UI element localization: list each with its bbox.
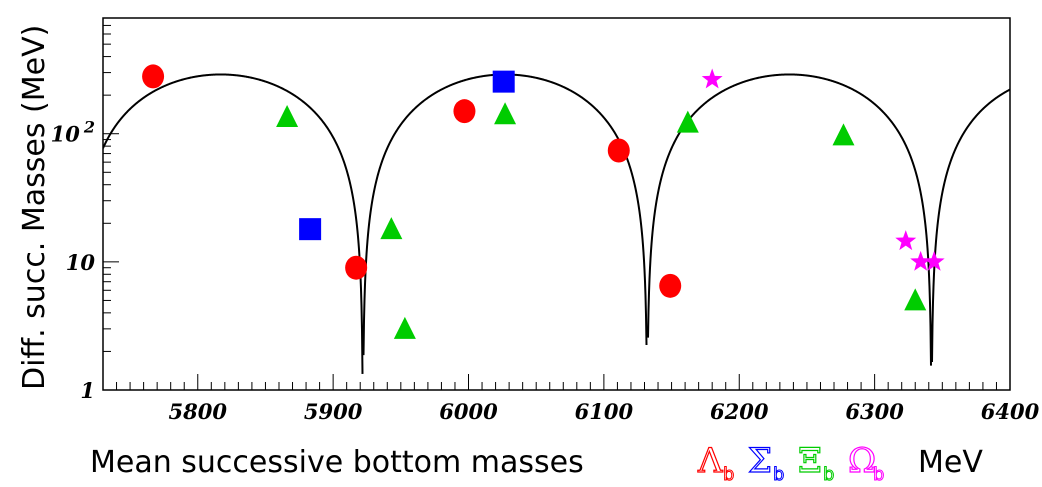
x-axis-title: Mean successive bottom masses (90, 445, 584, 480)
x-tick-label: 6000 (439, 399, 498, 424)
x-tick-label: 6100 (575, 399, 634, 424)
x-tick-label: 6200 (710, 399, 769, 424)
data-point-circle (142, 64, 164, 88)
legend-subscript: b (773, 464, 784, 485)
x-axis-unit: MeV (918, 445, 983, 480)
y-tick-labels: 1 10 10 2 (51, 118, 96, 403)
data-point-circle (453, 99, 475, 123)
data-point-triangle (904, 288, 926, 310)
curve-layer (103, 74, 1010, 373)
data-point-circle (608, 138, 630, 162)
x-tick-label: 5900 (304, 399, 363, 424)
data-point-triangle (276, 105, 298, 127)
legend-subscript: b (873, 464, 884, 485)
data-point-star (895, 230, 916, 250)
y-tick-label: 1 (80, 378, 95, 403)
data-point-star (702, 68, 723, 88)
data-point-triangle (832, 123, 854, 145)
legend-subscript: b (823, 464, 834, 485)
model-curve (103, 74, 1010, 373)
data-point-triangle (677, 111, 699, 133)
x-tick-label: 6400 (981, 399, 1040, 424)
y-tick-label: 10 (66, 250, 96, 275)
data-point-triangle (380, 217, 402, 239)
data-point-circle (345, 256, 367, 280)
legend-subscript: b (723, 464, 734, 485)
legend-symbol: Ξ (798, 441, 822, 481)
x-tick-labels: 5800 5900 6000 6100 6200 6300 6400 (169, 399, 1040, 424)
tick-layer (103, 18, 1010, 390)
x-tick-label: 5800 (169, 399, 228, 424)
x-tick-label: 6300 (845, 399, 904, 424)
data-point-square (299, 218, 321, 240)
plot-frame (103, 18, 1010, 390)
data-point-square (493, 71, 515, 93)
data-point-circle (659, 274, 681, 298)
y-tick-label: 10 2 (51, 118, 95, 147)
legend-symbol: Λ (697, 441, 723, 481)
legend-symbol: Ω (848, 441, 876, 481)
points-layer (142, 64, 945, 338)
data-point-triangle (394, 317, 416, 339)
data-point-triangle (494, 102, 516, 124)
legend-symbol: Σ (748, 441, 772, 481)
y-axis-title: Diff. succ. Masses (MeV) (17, 25, 52, 390)
